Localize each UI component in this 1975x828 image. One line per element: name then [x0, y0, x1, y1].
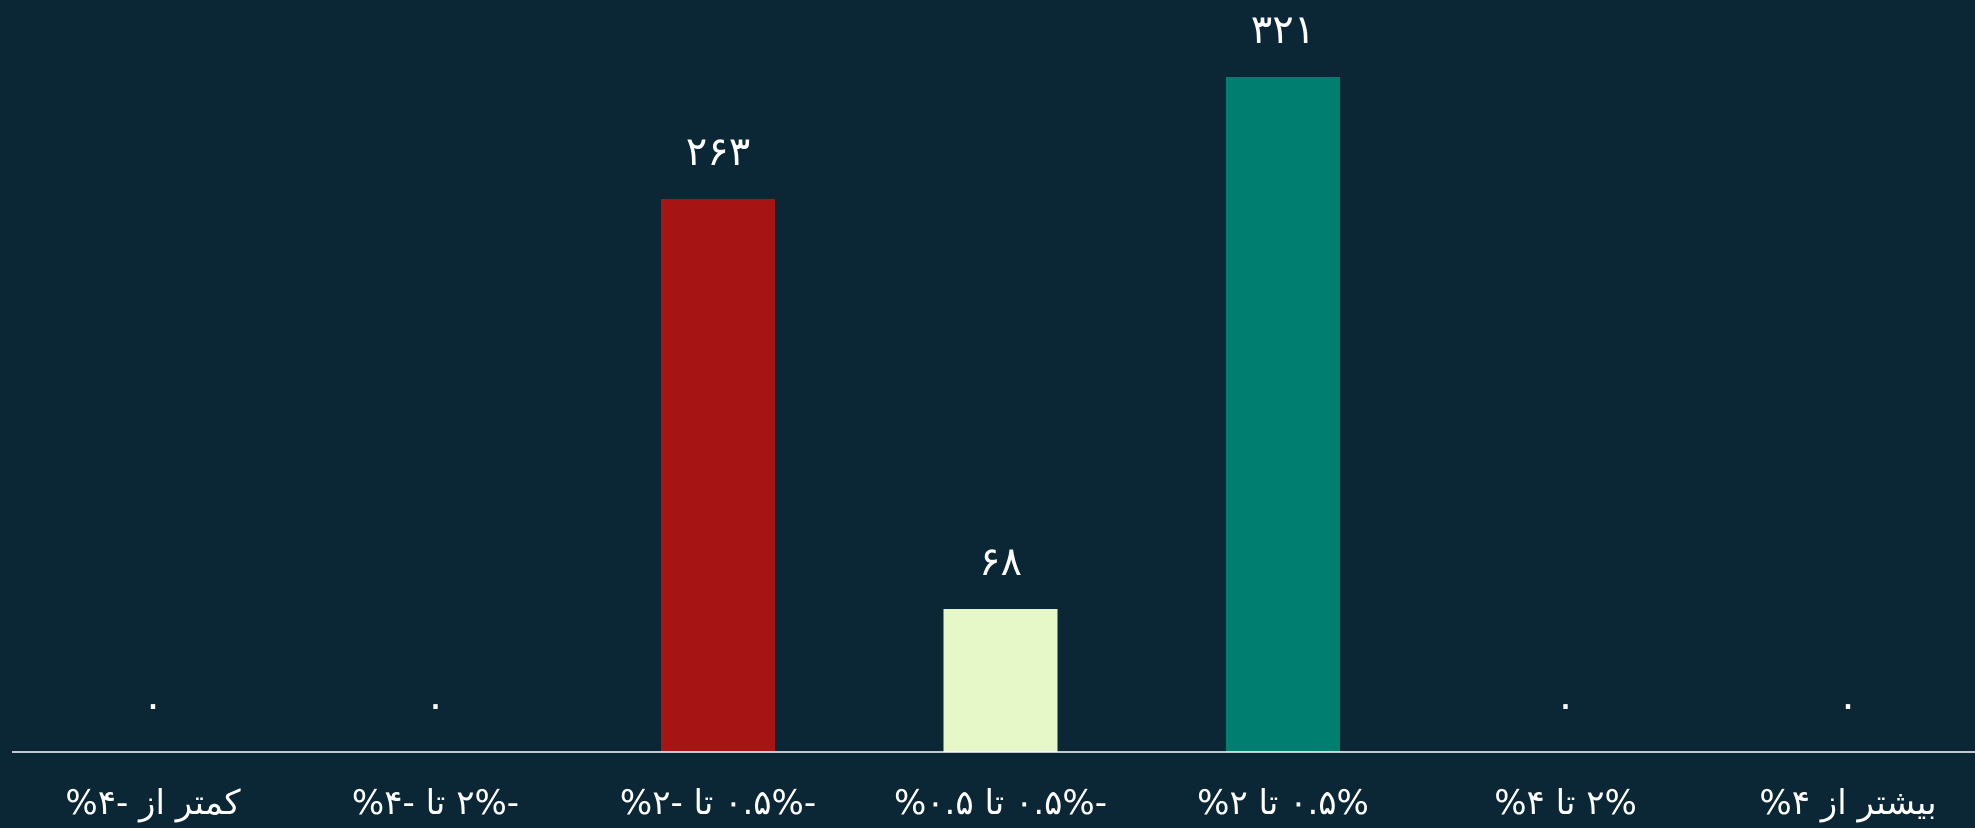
category-labels-layer: کمتر از -۴% -۲% تا -۴% -۰.۵% تا -۲% -۰.۵% ت…: [65, 783, 1936, 823]
bar-value-label: ۳۲۱: [1251, 7, 1315, 53]
bar-value-label: ۰: [1555, 682, 1576, 728]
bar-value-label: ۰: [425, 682, 446, 728]
bar-value-label: ۰: [1837, 682, 1858, 728]
bar-value-label: ۲۶۳: [686, 129, 750, 175]
category-label: ۲% تا ۴%: [1494, 783, 1637, 823]
bar-value-label: ۰: [142, 682, 163, 728]
category-label: -۲% تا -۴%: [352, 783, 519, 823]
category-label: بیشتر از ۴%: [1759, 783, 1936, 823]
bars-layer: [661, 77, 1340, 752]
category-label: -۰.۵% تا -۲%: [620, 783, 816, 823]
category-label: -۰.۵% تا ۰.۵%: [894, 783, 1107, 823]
bar: [661, 198, 775, 752]
value-labels-layer: ۰ ۰ ۲۶۳ ۶۸ ۳۲۱ ۰ ۰: [142, 7, 1858, 728]
bar: [1226, 77, 1340, 752]
bar-value-label: ۶۸: [979, 539, 1022, 585]
category-label: ۰.۵% تا ۲%: [1197, 783, 1369, 823]
category-label: کمتر از -۴%: [65, 783, 241, 823]
bar: [943, 609, 1058, 752]
